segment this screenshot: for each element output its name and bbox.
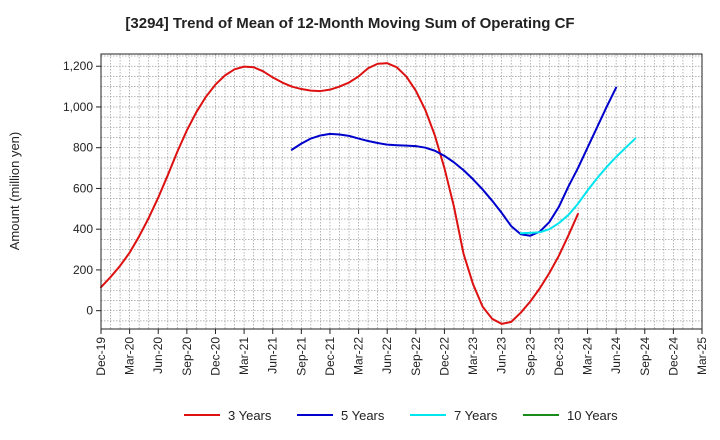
x-tick-label: Jun-24 (609, 337, 623, 374)
x-tick-label: Sep-21 (294, 337, 308, 376)
legend-label: 5 Years (341, 408, 385, 423)
x-tick-label: Mar-20 (123, 337, 137, 375)
grid (100, 54, 703, 329)
x-tick-label: Sep-22 (409, 337, 423, 376)
x-tick-label: Jun-20 (151, 337, 165, 374)
chart-title: [3294] Trend of Mean of 12-Month Moving … (125, 15, 574, 32)
plot-area (101, 54, 702, 329)
x-tick-label: Sep-20 (180, 337, 194, 376)
x-tick-label: Jun-22 (380, 337, 394, 374)
x-tick-label: Dec-24 (666, 337, 680, 376)
x-tick-label: Dec-22 (437, 337, 451, 376)
x-axis: Dec-19 Mar-20 Jun-20 Sep-20 Dec-20 Mar-21 Jun-… (94, 329, 709, 376)
x-tick-label: Dec-23 (552, 337, 566, 376)
x-tick-label: Sep-23 (523, 337, 537, 376)
y-tick-label: 1,200 (63, 59, 93, 73)
y-tick-label: 0 (86, 304, 93, 318)
series-line-3-years (100, 62, 579, 325)
y-axis-label: Amount (million yen) (7, 132, 22, 251)
series-line-5-years (290, 86, 618, 237)
x-tick-label: Jun-23 (495, 337, 509, 374)
y-tick-label: 400 (73, 222, 93, 236)
legend: 3 Years 5 Years 7 Years 10 Years (184, 408, 618, 423)
x-tick-label: Mar-22 (352, 337, 366, 375)
x-tick-label: Mar-24 (581, 337, 595, 375)
x-tick-label: Dec-20 (208, 337, 222, 376)
x-tick-label: Jun-21 (266, 337, 280, 374)
y-tick-label: 600 (73, 181, 93, 195)
plot-frame (100, 53, 703, 330)
legend-label: 3 Years (228, 408, 272, 423)
x-tick-label: Mar-25 (695, 337, 709, 375)
x-tick-label: Sep-24 (638, 337, 652, 376)
series-line-7-years (519, 137, 637, 235)
legend-label: 7 Years (454, 408, 498, 423)
x-tick-label: Dec-19 (94, 337, 108, 376)
x-tick-label: Dec-21 (323, 337, 337, 376)
x-tick-label: Mar-21 (237, 337, 251, 375)
y-tick-label: 200 (73, 263, 93, 277)
legend-label: 10 Years (567, 408, 618, 423)
y-tick-label: 800 (73, 141, 93, 155)
x-tick-label: Mar-23 (466, 337, 480, 375)
y-tick-label: 1,000 (63, 100, 93, 114)
series-lines (100, 62, 637, 325)
y-axis: 0 200 400 600 800 1,000 1,200 (63, 59, 101, 318)
